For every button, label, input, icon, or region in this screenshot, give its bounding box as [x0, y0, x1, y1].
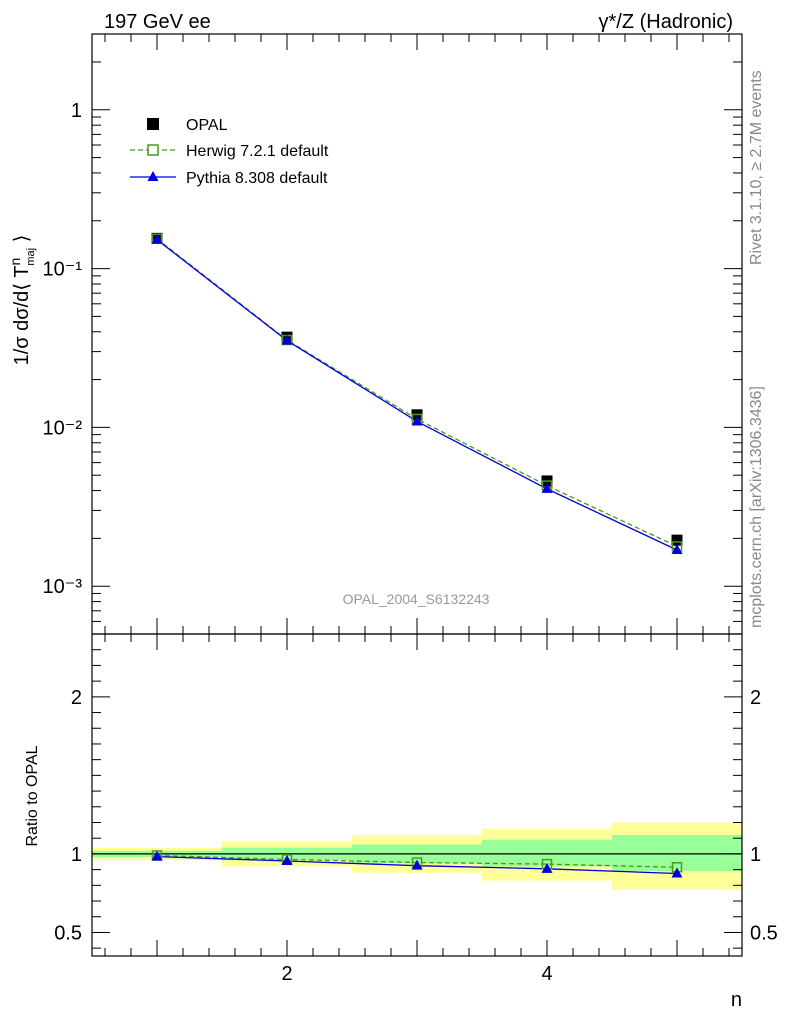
ratio-pythia-point [151, 850, 163, 861]
ratio-y-tick-label: 0.5 [54, 922, 82, 944]
ratio-pythia-point [541, 862, 553, 873]
x-tick-label: 4 [541, 963, 552, 985]
ratio-y-tick-label-right: 2 [750, 687, 761, 709]
ratio-frame [91, 633, 743, 957]
rivet-label: Rivet 3.1.10, ≥ 2.7M events [748, 70, 765, 265]
main-line-1 [156, 238, 678, 547]
opal-point [671, 534, 683, 546]
main-series-lines [156, 238, 678, 551]
mcplots-label: mcplots.cern.ch [arXiv:1306.3436] [748, 386, 765, 628]
legend-marker-herwig [147, 144, 159, 156]
analysis-watermark: OPAL_2004_S6132243 [343, 591, 490, 607]
ratio-y-tick-label-right: 1 [750, 844, 761, 866]
pythia-point [411, 415, 423, 426]
ratio-y-axis-label: Ratio to OPAL [24, 745, 41, 846]
green-band-4 [612, 835, 742, 872]
ratio-pythia-point [671, 867, 683, 878]
legend: OPAL Herwig 7.2.1 default Pythia 8.308 def… [130, 117, 329, 187]
ratio-series-markers [151, 850, 683, 878]
legend-marker-opal [147, 118, 159, 130]
pythia-point [671, 544, 683, 555]
pythia-point [281, 334, 293, 345]
x-axis-label: n [731, 989, 742, 1011]
y-tick-label: 1 [71, 100, 82, 122]
legend-marker-pythia [147, 171, 159, 181]
ratio-panel-axes: 0.5 0.5 1 1 2 2 2 4 [54, 633, 778, 985]
pythia-point [151, 233, 163, 244]
y-tick-label: 10⁻¹ [43, 259, 83, 281]
main-panel-axes: 1 10⁻¹ 10⁻² 10⁻³ [43, 33, 743, 635]
main-y-axis-label: 1/σ dσ/d⟨ Tn maj ⟩ [7, 235, 37, 366]
x-tick-label: 2 [281, 963, 292, 985]
ratio-pythia-point [411, 859, 423, 870]
main-series-markers [151, 232, 683, 555]
ratio-y-tick-label: 2 [71, 687, 82, 709]
header-left-title: 197 GeV ee [104, 11, 211, 33]
legend-label: Pythia 8.308 default [186, 170, 328, 187]
legend-label: Herwig 7.2.1 default [186, 143, 329, 160]
y-tick-label: 10⁻² [43, 417, 83, 439]
header-right-title: γ*/Z (Hadronic) [599, 11, 733, 33]
pythia-point [541, 482, 553, 493]
ratio-uncertainty-bands [92, 822, 742, 891]
main-line-2 [156, 239, 678, 551]
y-tick-label: 10⁻³ [43, 576, 83, 598]
ratio-y-tick-label-right: 0.5 [750, 922, 778, 944]
green-band-3 [482, 839, 612, 867]
ratio-pythia-point [281, 854, 293, 865]
legend-label: OPAL [186, 117, 228, 134]
ratio-y-tick-label: 1 [71, 844, 82, 866]
